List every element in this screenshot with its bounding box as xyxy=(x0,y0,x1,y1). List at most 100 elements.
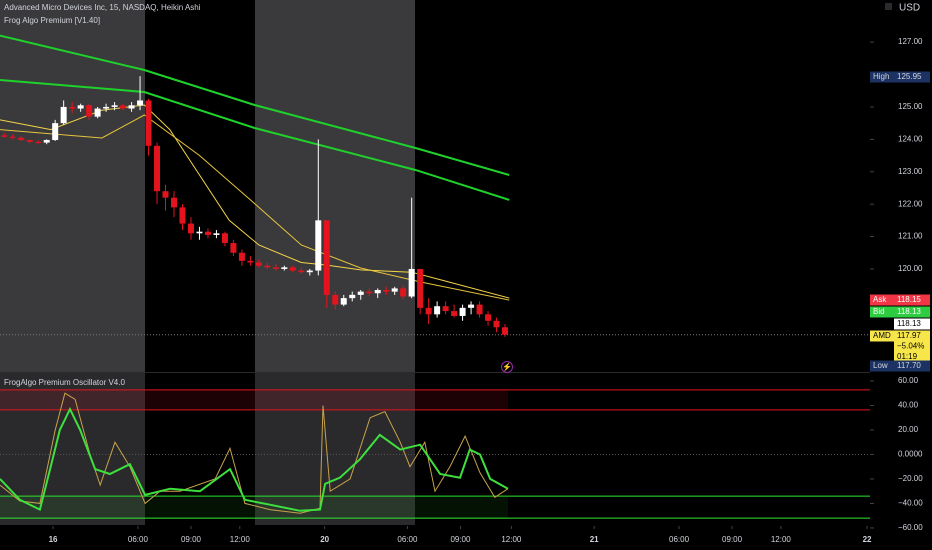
x-tick-label: 12:00 xyxy=(230,535,251,544)
tag-value: 118.13 xyxy=(897,307,921,316)
candle-body xyxy=(366,291,373,294)
indicator-title: Frog Algo Premium [V1.40] xyxy=(4,16,100,25)
tag-value: 118.13 xyxy=(897,319,921,328)
y-tick-label: 124.00 xyxy=(898,134,923,143)
tag-value: 118.15 xyxy=(897,295,921,304)
candle-body xyxy=(408,268,415,297)
candle-body xyxy=(493,320,500,328)
oscillator-line xyxy=(0,392,509,514)
candle-body xyxy=(502,327,509,335)
candle-body xyxy=(162,191,169,198)
y-tick-label: 127.00 xyxy=(898,37,923,46)
candle-body xyxy=(86,105,93,117)
oscillator-title: FrogAlgo Premium Oscillator V4.0 xyxy=(4,378,125,387)
chart-title: Advanced Micro Devices Inc, 15, NASDAQ, … xyxy=(4,3,201,12)
tag-label: Bid xyxy=(873,307,885,316)
candle-body xyxy=(442,306,449,312)
settings-icon[interactable] xyxy=(885,3,892,10)
x-tick-label: 21 xyxy=(590,535,599,544)
session-shade xyxy=(255,0,415,372)
y-tick-label: 122.00 xyxy=(898,199,923,208)
x-tick-label: 12:00 xyxy=(771,535,792,544)
moving-average xyxy=(0,114,510,301)
candle-body xyxy=(383,290,390,292)
candle-body xyxy=(137,100,144,106)
overbought-zone xyxy=(0,390,508,410)
y-tick-label: 123.00 xyxy=(898,167,923,176)
session-shade xyxy=(0,373,145,525)
candle-body xyxy=(154,145,161,192)
y-tick-label: −20.00 xyxy=(898,474,923,483)
candle-body xyxy=(60,106,67,124)
tag-label: High xyxy=(873,72,889,81)
oversold-zone xyxy=(0,497,508,519)
candle-body xyxy=(281,267,288,269)
candle-body xyxy=(247,260,254,263)
candle-body xyxy=(459,307,466,316)
candle-body xyxy=(451,311,458,316)
y-tick-label: −60.00 xyxy=(898,523,923,532)
y-tick-label: 40.00 xyxy=(898,401,919,410)
tag-label-bg xyxy=(870,306,894,318)
candle-body xyxy=(145,100,152,146)
event-icon[interactable] xyxy=(501,361,513,373)
candle-body xyxy=(120,105,127,109)
x-tick-label: 09:00 xyxy=(450,535,471,544)
y-tick-label: 60.00 xyxy=(898,376,919,385)
tag-bg xyxy=(894,306,930,318)
candle-body xyxy=(400,288,407,297)
tag-value: 117.70 xyxy=(897,361,921,370)
candle-body xyxy=(128,105,135,109)
candle-body xyxy=(349,294,356,299)
moving-average xyxy=(0,79,510,201)
y-tick-label: −40.00 xyxy=(898,499,923,508)
candle-body xyxy=(374,290,381,294)
candle-body xyxy=(94,108,101,117)
oscillator-line xyxy=(0,406,509,512)
x-tick-label: 06:00 xyxy=(669,535,690,544)
tag-label-bg xyxy=(870,294,894,306)
session-shade xyxy=(0,0,145,372)
candle-body xyxy=(179,207,186,224)
session-shade xyxy=(255,373,415,525)
y-tick-label: 120.00 xyxy=(898,264,923,273)
x-tick-label: 06:00 xyxy=(128,535,149,544)
candle-body xyxy=(298,270,305,273)
candle-body xyxy=(111,105,118,107)
candle-body xyxy=(187,223,194,234)
y-tick-label: 125.00 xyxy=(898,102,923,111)
x-tick-label: 22 xyxy=(863,535,872,544)
x-tick-label: 16 xyxy=(49,535,58,544)
candle-body xyxy=(417,268,424,308)
y-tick-label: 0.0000 xyxy=(898,450,923,459)
x-tick-label: 09:00 xyxy=(722,535,743,544)
candle-body xyxy=(103,106,110,109)
x-tick-label: 06:00 xyxy=(397,535,418,544)
candle-body xyxy=(69,106,76,109)
tag-bg xyxy=(894,71,930,83)
candle-body xyxy=(204,231,211,235)
event-icon-glyph: ⚡ xyxy=(502,362,512,372)
tag-value: −5.04% xyxy=(897,342,924,351)
tag-label: Low xyxy=(873,361,888,370)
candle-body xyxy=(221,233,228,244)
moving-average xyxy=(0,34,510,176)
tag-value: 01:19 xyxy=(897,352,918,361)
tag-value: 117.97 xyxy=(897,331,921,340)
candle-body xyxy=(485,314,492,321)
tag-bg xyxy=(894,330,930,364)
x-tick-label: 12:00 xyxy=(501,535,522,544)
tag-label-bg xyxy=(870,71,894,83)
candle-body xyxy=(323,220,330,295)
candle-body xyxy=(230,243,237,253)
candle-body xyxy=(272,267,279,269)
candle-body xyxy=(332,294,339,305)
candle-body xyxy=(434,306,441,315)
candle-body xyxy=(196,231,203,234)
candle-body xyxy=(1,135,8,137)
tag-bg xyxy=(894,294,930,306)
y-tick-label: 20.00 xyxy=(898,425,919,434)
candle-body xyxy=(52,123,59,140)
candle-body xyxy=(425,307,432,315)
